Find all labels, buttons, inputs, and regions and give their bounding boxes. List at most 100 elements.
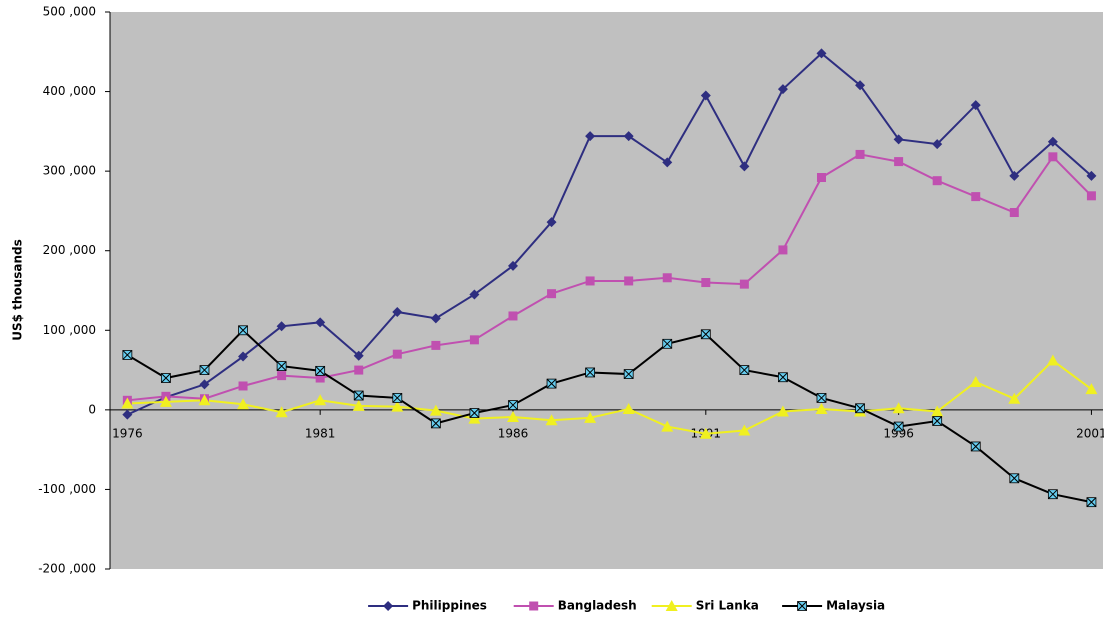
x-tick-label: 1986 xyxy=(498,426,529,440)
marker xyxy=(1047,489,1058,500)
marker xyxy=(277,371,287,381)
marker-cross xyxy=(855,403,865,414)
marker xyxy=(969,376,982,388)
marker xyxy=(739,365,750,375)
y-tick-label: 400 ,000 xyxy=(43,84,96,98)
marker xyxy=(507,260,518,271)
marker xyxy=(122,350,133,360)
marker xyxy=(1047,136,1058,147)
y-tick-label: 200 ,000 xyxy=(43,243,96,257)
marker-cross xyxy=(797,601,807,611)
marker xyxy=(970,100,981,111)
marker xyxy=(392,306,403,317)
marker xyxy=(276,321,287,332)
y-tick-label: 300 ,000 xyxy=(43,164,96,178)
marker xyxy=(623,131,634,142)
marker-cross xyxy=(662,338,673,349)
marker xyxy=(383,601,394,611)
marker xyxy=(700,329,711,340)
x-tick-label: 1981 xyxy=(305,426,336,440)
marker xyxy=(1009,208,1019,218)
marker xyxy=(238,351,249,362)
marker xyxy=(623,369,634,379)
marker xyxy=(932,416,943,426)
x-tick-label: 1996 xyxy=(883,426,914,440)
marker xyxy=(855,80,866,91)
marker xyxy=(199,365,210,375)
marker-cross xyxy=(739,365,750,375)
y-tick-label: 500 ,000 xyxy=(43,5,96,19)
marker xyxy=(778,245,788,255)
marker xyxy=(469,335,479,345)
marker xyxy=(662,157,673,168)
marker-cross xyxy=(970,441,981,452)
marker xyxy=(815,403,828,415)
marker xyxy=(738,424,751,436)
marker-cross xyxy=(1086,497,1097,508)
marker xyxy=(392,393,403,403)
marker xyxy=(508,400,518,410)
marker xyxy=(739,161,750,172)
marker xyxy=(1085,383,1098,395)
marker xyxy=(662,273,672,283)
series-line xyxy=(126,328,1092,504)
marker xyxy=(1009,170,1020,181)
marker xyxy=(855,149,865,159)
marker-cross xyxy=(1048,489,1058,500)
marker xyxy=(622,403,635,415)
marker xyxy=(430,313,441,324)
marker-cross xyxy=(932,416,943,426)
marker xyxy=(508,311,518,321)
marker-cross xyxy=(276,361,287,371)
marker xyxy=(547,289,557,299)
marker xyxy=(161,373,171,383)
marker xyxy=(391,400,404,412)
marker-cross xyxy=(585,367,595,378)
marker xyxy=(429,404,442,416)
marker xyxy=(238,325,248,336)
series-line xyxy=(127,153,1093,402)
marker xyxy=(894,157,904,167)
marker xyxy=(1009,473,1020,484)
legend-label: Bangladesh xyxy=(558,599,637,613)
marker xyxy=(314,394,327,406)
marker xyxy=(816,48,827,59)
marker xyxy=(624,276,634,286)
marker xyxy=(700,90,711,101)
marker xyxy=(468,412,481,424)
marker xyxy=(777,84,788,95)
marker-cross xyxy=(199,365,210,375)
marker xyxy=(665,600,678,611)
marker xyxy=(797,601,807,611)
marker xyxy=(855,403,865,414)
marker xyxy=(315,373,325,383)
marker xyxy=(315,317,326,328)
marker-cross xyxy=(122,350,133,360)
marker-cross xyxy=(623,369,634,379)
marker xyxy=(1086,170,1097,181)
marker xyxy=(585,367,596,378)
marker xyxy=(816,393,827,403)
marker xyxy=(1086,191,1096,201)
marker-cross xyxy=(893,421,904,432)
marker xyxy=(353,350,364,361)
marker xyxy=(893,421,904,432)
marker xyxy=(932,176,942,186)
marker-cross xyxy=(816,393,827,403)
marker xyxy=(585,131,596,142)
marker xyxy=(699,427,712,439)
marker xyxy=(545,414,558,426)
y-axis-label: US$ thousands xyxy=(11,239,25,341)
marker xyxy=(529,601,539,611)
marker-cross xyxy=(161,373,171,383)
marker xyxy=(661,420,674,432)
marker-cross xyxy=(700,329,711,340)
marker-cross xyxy=(238,325,248,336)
marker xyxy=(159,395,172,407)
marker xyxy=(816,173,826,183)
marker xyxy=(275,406,288,418)
marker xyxy=(506,411,519,423)
legend: Philippines Bangladesh Sri Lanka Malaysia xyxy=(368,599,885,613)
marker xyxy=(353,390,364,401)
marker xyxy=(1046,354,1059,366)
